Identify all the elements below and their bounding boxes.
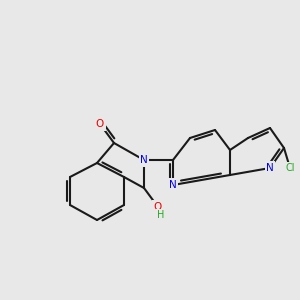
Text: O: O [154, 202, 162, 212]
Text: O: O [154, 202, 162, 212]
Text: N: N [140, 155, 148, 165]
Text: N: N [266, 163, 274, 173]
Text: Cl: Cl [285, 163, 295, 173]
Text: N: N [169, 180, 177, 190]
Text: H: H [157, 210, 165, 220]
Text: O: O [96, 119, 104, 129]
